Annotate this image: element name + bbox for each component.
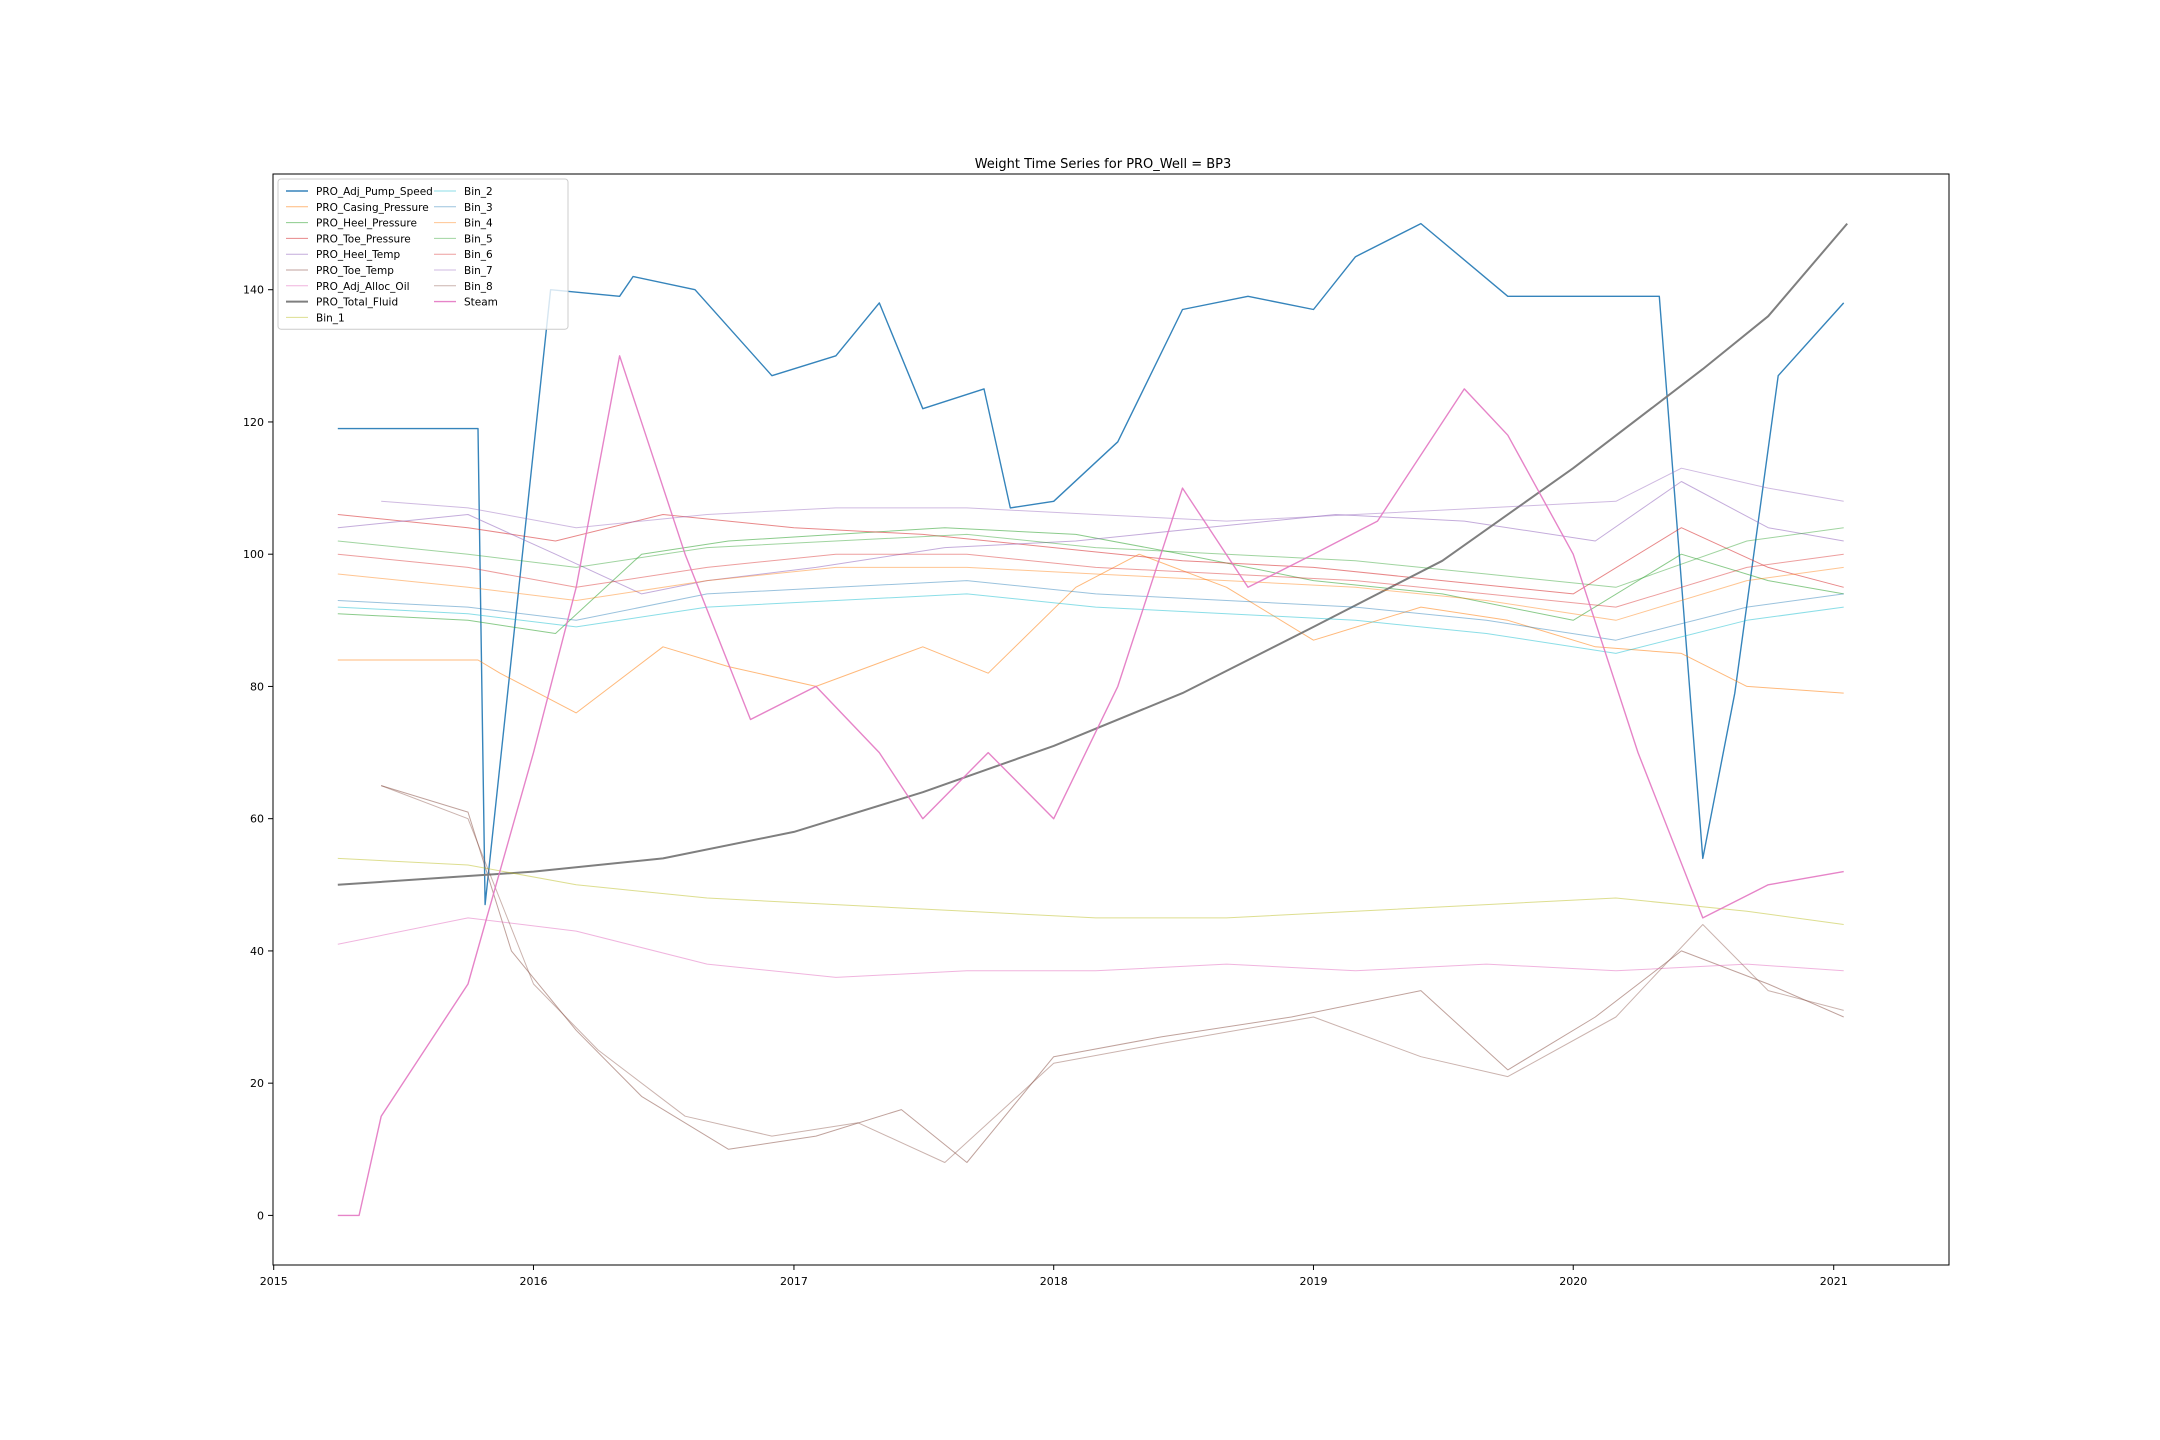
x-tick-label: 2021	[1820, 1275, 1848, 1288]
legend-label: Bin_8	[464, 281, 493, 293]
legend-item: Bin_3	[434, 202, 493, 214]
y-tick-label: 80	[250, 680, 264, 693]
legend-box	[277, 178, 569, 330]
legend-item: PRO_Heel_Pressure	[286, 218, 417, 230]
legend-label: PRO_Toe_Pressure	[316, 233, 411, 245]
legend-label: Bin_7	[464, 265, 493, 277]
legend-label: PRO_Toe_Temp	[316, 265, 394, 277]
legend-label: PRO_Adj_Pump_Speed	[316, 186, 433, 198]
chart-title: Weight Time Series for PRO_Well = BP3	[975, 157, 1232, 172]
legend: PRO_Adj_Pump_Speed PRO_Casing_Pressure PRO…	[277, 178, 569, 330]
legend-label: Bin_6	[464, 249, 493, 261]
legend-label: PRO_Heel_Temp	[316, 249, 400, 261]
legend-item: Bin_1	[286, 312, 345, 324]
y-tick-label: 100	[243, 548, 264, 561]
legend-item: PRO_Heel_Temp	[286, 249, 400, 261]
legend-item: Bin_5	[434, 233, 493, 245]
legend-item: Bin_6	[434, 249, 493, 261]
series-layer	[337, 222, 1848, 1217]
legend-label: PRO_Adj_Alloc_Oil	[316, 281, 410, 293]
series-line-bin-8	[381, 785, 1844, 1163]
y-tick-label: 40	[250, 945, 264, 958]
legend-item: Steam	[434, 297, 498, 309]
series-line-bin-7	[381, 467, 1844, 529]
legend-label: PRO_Total_Fluid	[316, 297, 398, 309]
y-tick-label: 60	[250, 813, 264, 826]
legend-label: Bin_2	[464, 186, 493, 198]
legend-label: Bin_3	[464, 202, 493, 214]
legend-label: PRO_Heel_Pressure	[316, 218, 417, 230]
legend-item: PRO_Toe_Temp	[286, 265, 394, 277]
y-tick-label: 120	[243, 416, 264, 429]
series-line-bin-4	[337, 566, 1844, 621]
legend-item: Bin_2	[434, 186, 493, 198]
y-tick-label: 20	[250, 1077, 264, 1090]
legend-item: Bin_4	[434, 218, 493, 230]
legend-item: PRO_Toe_Pressure	[286, 233, 411, 245]
legend-label: Bin_5	[464, 233, 493, 245]
y-tick-label: 0	[257, 1209, 264, 1222]
series-line-bin-5	[337, 527, 1844, 588]
y-tick-label: 140	[243, 284, 264, 297]
legend-label: Bin_1	[316, 312, 345, 324]
legend-label: Bin_4	[464, 218, 493, 230]
x-tick-label: 2020	[1559, 1275, 1587, 1288]
series-line-pro-casing-pressure	[337, 553, 1844, 714]
legend-item: Bin_7	[434, 265, 493, 277]
x-tick-label: 2015	[260, 1275, 288, 1288]
x-tick-label: 2018	[1040, 1275, 1068, 1288]
series-line-pro-adj-pump-speed	[337, 222, 1845, 906]
series-line-steam	[337, 355, 1844, 1217]
x-tick-label: 2019	[1299, 1275, 1327, 1288]
x-axis: 2015 2016 2017 2018 2019 2020 2021	[260, 1265, 1848, 1288]
series-line-pro-heel-temp	[337, 481, 1844, 595]
series-line-pro-adj-alloc-oil	[337, 917, 1844, 978]
series-line-pro-toe-pressure	[337, 514, 1844, 595]
legend-item: PRO_Casing_Pressure	[286, 202, 429, 214]
series-line-bin-2	[337, 593, 1844, 654]
series-line-bin-1	[337, 857, 1844, 925]
legend-item: PRO_Adj_Pump_Speed	[286, 186, 433, 198]
y-axis: 0 20 40 60 80 100 120 140	[243, 284, 273, 1222]
legend-label: Steam	[464, 297, 498, 309]
series-line-bin-3	[337, 580, 1844, 641]
legend-item: Bin_8	[434, 281, 493, 293]
x-tick-label: 2016	[519, 1275, 547, 1288]
plot-area-frame	[272, 173, 1950, 1266]
legend-item: PRO_Total_Fluid	[286, 297, 398, 309]
series-line-pro-heel-pressure	[337, 527, 1844, 634]
legend-item: PRO_Adj_Alloc_Oil	[286, 281, 410, 293]
series-line-pro-toe-temp	[381, 785, 1844, 1163]
series-line-pro-total-fluid	[337, 222, 1848, 886]
x-tick-label: 2017	[780, 1275, 808, 1288]
legend-label: PRO_Casing_Pressure	[316, 202, 429, 214]
